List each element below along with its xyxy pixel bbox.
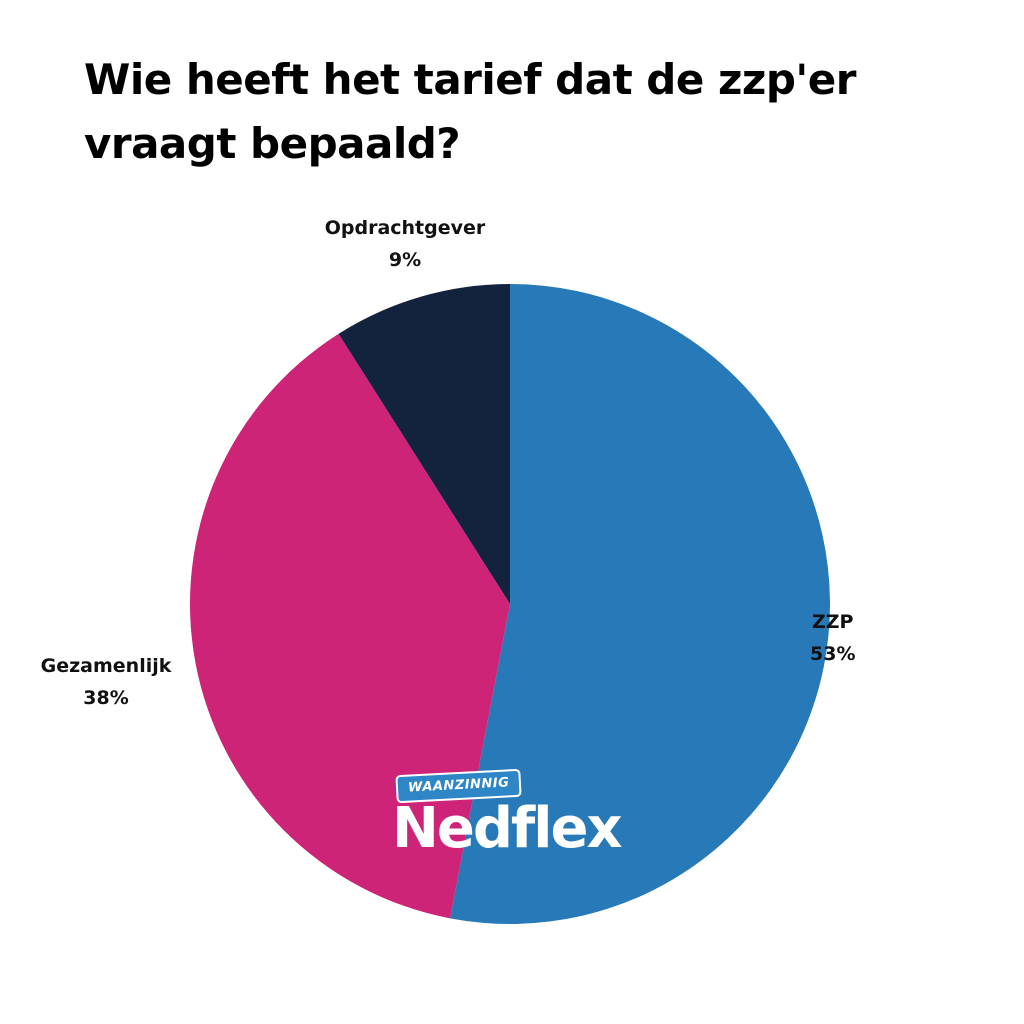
slice-name-zzp: ZZP — [812, 611, 854, 633]
nedflex-logo: WAANZINNIG Nedflex — [392, 768, 637, 862]
slice-name-gezamenlijk: Gezamenlijk — [40, 655, 172, 677]
slice-label-zzp: ZZP 53% — [810, 606, 855, 670]
slice-label-opdrachtgever: Opdrachtgever 9% — [300, 212, 510, 276]
slice-value-zzp: 53% — [810, 643, 856, 665]
pie-slice-zzp — [450, 284, 831, 924]
slice-value-opdrachtgever: 9% — [388, 249, 422, 271]
pie-slice-opdrachtgever — [338, 284, 510, 604]
pie-slice-gezamenlijk — [190, 333, 510, 919]
slice-name-opdrachtgever: Opdrachtgever — [324, 217, 486, 239]
logo-wordmark: Nedflex — [392, 796, 623, 861]
chart-title: Wie heeft het tarief dat de zzp'er vraag… — [84, 55, 856, 168]
slice-value-gezamenlijk: 38% — [83, 687, 129, 709]
slice-label-gezamenlijk: Gezamenlijk 38% — [20, 650, 192, 714]
